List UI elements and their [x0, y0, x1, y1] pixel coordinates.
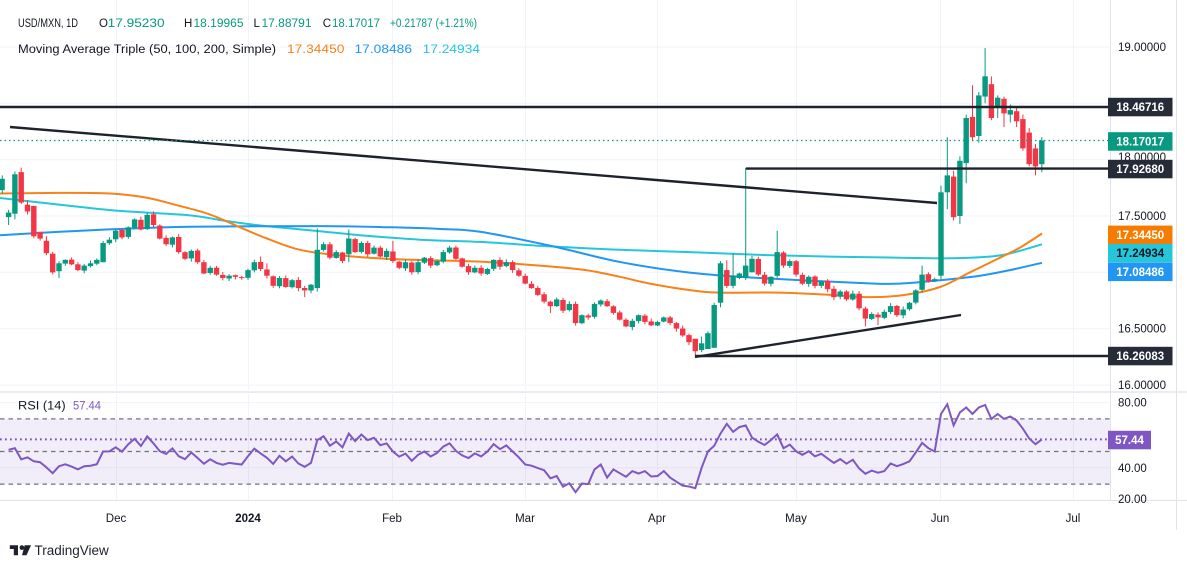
svg-text:Mar: Mar	[515, 513, 535, 525]
svg-text:17.92680: 17.92680	[1116, 164, 1164, 176]
svg-text:Apr: Apr	[648, 513, 666, 525]
svg-text:40.00: 40.00	[1118, 463, 1147, 475]
svg-text:80.00: 80.00	[1118, 398, 1147, 410]
svg-text:18.46716: 18.46716	[1116, 102, 1164, 114]
svg-text:18.17017: 18.17017	[1116, 137, 1164, 149]
svg-text:Feb: Feb	[382, 513, 402, 525]
svg-text:16.00000: 16.00000	[1118, 380, 1166, 392]
svg-text:TradingView: TradingView	[35, 543, 110, 558]
svg-text:57.44: 57.44	[1115, 435, 1144, 447]
svg-text:Jul: Jul	[1066, 513, 1081, 525]
svg-text:20.00: 20.00	[1118, 494, 1147, 506]
svg-text:17.34450: 17.34450	[1116, 230, 1164, 242]
svg-text:Dec: Dec	[106, 513, 127, 525]
svg-text:May: May	[785, 513, 807, 525]
svg-text:16.26083: 16.26083	[1116, 351, 1164, 363]
svg-text:17.24934: 17.24934	[1116, 248, 1165, 260]
svg-text:16.50000: 16.50000	[1118, 324, 1166, 336]
svg-text:17.08486: 17.08486	[1116, 267, 1164, 279]
svg-text:19.00000: 19.00000	[1118, 42, 1166, 54]
svg-text:17.50000: 17.50000	[1118, 211, 1166, 223]
svg-text:2024: 2024	[235, 513, 261, 525]
svg-text:RSI (14)57.44: RSI (14) 57.44	[18, 401, 102, 413]
svg-text:Jun: Jun	[931, 513, 950, 525]
svg-text:Moving Average Triple (50, 100: Moving Average Triple (50, 100, 200, Sim…	[18, 44, 481, 56]
